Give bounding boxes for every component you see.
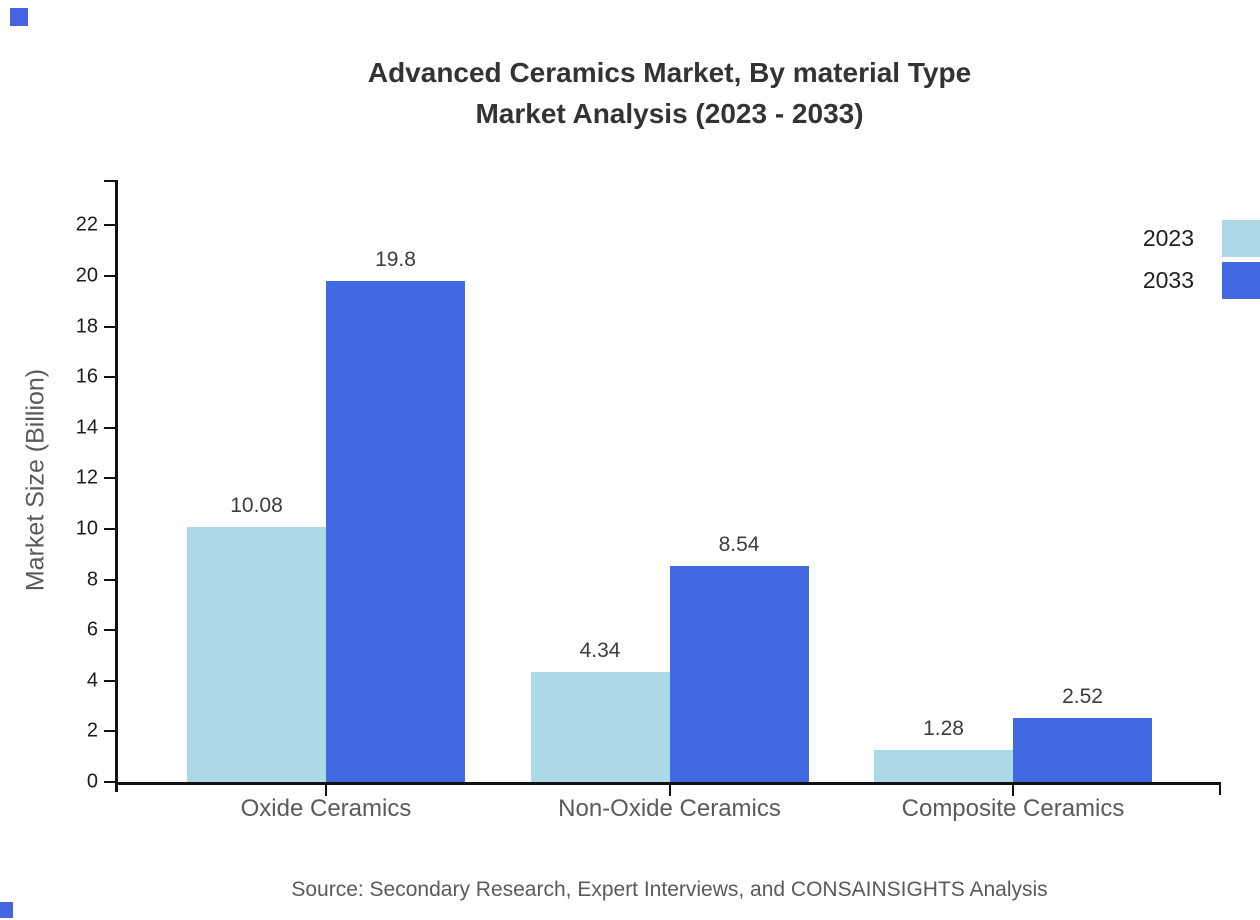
y-tick-label: 10 [75,517,98,540]
bar [669,565,809,782]
chart-title: Advanced Ceramics Market, By material Ty… [118,52,1221,134]
bar-value-label: 4.34 [579,639,621,663]
legend-item: 2023 [1143,220,1260,257]
x-tick [1012,785,1014,796]
y-tick [104,679,115,682]
category-label: Oxide Ceramics [240,795,412,822]
category-label: Non-Oxide Ceramics [558,795,781,822]
bar-value-label: 2.52 [1062,685,1103,709]
y-tick-label: 18 [75,315,98,338]
bar-value-label: 19.8 [375,248,416,272]
watermark-square-bottom-left [0,902,13,918]
bar [326,281,465,782]
watermark-square-top-left [10,8,28,26]
y-tick [104,578,115,581]
y-tick [104,325,115,328]
y-tick [104,376,115,379]
legend-item: 2033 [1143,262,1260,299]
chart-title-line1: Advanced Ceramics Market, By material Ty… [367,57,972,88]
legend-label: 2023 [1142,225,1194,251]
y-tick-label: 8 [86,568,98,591]
y-tick-label: 22 [75,213,98,236]
category-label: Composite Ceramics [901,795,1125,822]
y-tick-label: 16 [75,365,98,388]
source-note: Source: Secondary Research, Expert Inter… [291,878,1048,901]
bar [530,672,670,782]
bar [874,749,1013,782]
y-tick-label: 6 [86,618,98,641]
y-axis-endcap-tick [104,180,115,182]
bar-value-label: 1.28 [923,716,964,740]
y-tick-label: 12 [75,466,98,489]
bar [1013,718,1152,782]
y-tick [104,224,115,227]
x-axis-endcap-tick [1219,782,1221,795]
y-tick [104,477,115,480]
y-tick [104,528,115,530]
y-tick [104,426,115,429]
y-tick-label: 20 [75,264,98,287]
legend: 2023 2033 [1143,220,1260,304]
y-axis-line [115,180,118,792]
bar-value-label: 8.54 [718,532,760,556]
y-tick-label: 4 [86,669,98,692]
x-tick [668,785,671,796]
y-tick [104,730,115,733]
y-tick-label: 2 [86,719,98,742]
y-tick [104,275,115,277]
bar-value-label: 10.08 [230,493,283,517]
legend-swatch [1222,220,1260,257]
legend-swatch [1222,262,1260,299]
y-tick [104,629,115,632]
bar [187,526,326,782]
chart-title-line2: Market Analysis (2023 - 2033) [475,98,864,129]
legend-label: 2033 [1142,267,1194,293]
x-tick [325,785,327,796]
y-tick [104,781,115,783]
x-axis-line [115,782,1221,785]
y-tick-label: 14 [75,416,98,439]
y-tick-label: 0 [86,770,98,793]
